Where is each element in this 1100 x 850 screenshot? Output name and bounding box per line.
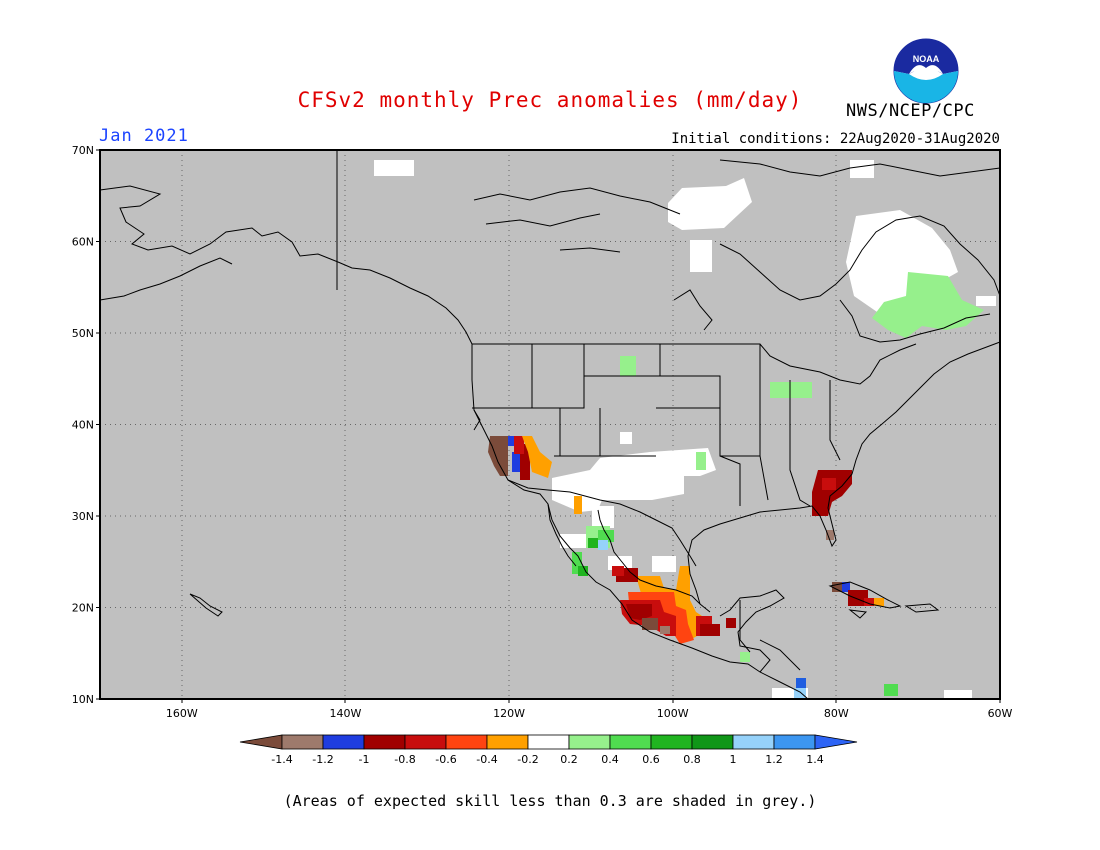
colorbar-label: -0.4 xyxy=(476,753,497,766)
lat-tick-label: 20N xyxy=(72,602,94,615)
colorbar-label: 0.2 xyxy=(560,753,578,766)
wet-region-texas xyxy=(696,452,706,470)
dry-region-california-darkred xyxy=(520,444,530,480)
longitude-labels: 160W 140W 120W 100W 80W 60W xyxy=(166,707,1013,720)
colorbar-bin xyxy=(691,734,734,750)
dry-region-cuba-brown xyxy=(832,582,842,592)
colorbar-label: -0.2 xyxy=(517,753,538,766)
dry-region-cuba-red2 xyxy=(864,598,874,606)
dry-region-mexico-red2 xyxy=(612,566,624,576)
lon-tick-label: 60W xyxy=(988,707,1013,720)
dry-region-cuba-orange xyxy=(872,598,884,606)
lon-tick-label: 160W xyxy=(166,707,198,720)
colorbar: -1.4 -1.2 -1 -0.8 -0.6 -0.4 -0.2 0.2 0.4 0.6 0.8 1 1… xyxy=(239,734,858,766)
wet-region-quebec xyxy=(872,272,984,338)
lat-tick-label: 70N xyxy=(72,144,94,157)
colorbar-label: -0.8 xyxy=(394,753,415,766)
lon-tick-label: 80W xyxy=(824,707,849,720)
wet-region-dakota xyxy=(620,356,636,376)
colorbar-bin xyxy=(814,734,858,750)
wet-region-sonora-mid xyxy=(598,530,614,542)
lat-tick-label: 10N xyxy=(72,693,94,706)
colorbar-bin xyxy=(281,734,324,750)
colorbar-bin xyxy=(404,734,447,750)
wet-region-costa-rica-light xyxy=(794,688,806,698)
wet-region-sonora-blue xyxy=(598,540,608,550)
colorbar-bin xyxy=(363,734,406,750)
colorbar-label: -1.2 xyxy=(312,753,333,766)
colorbar-label: 0.8 xyxy=(683,753,701,766)
colorbar-label: -1 xyxy=(359,753,370,766)
coastlines xyxy=(99,159,1001,700)
page-title: CFSv2 monthly Prec anomalies (mm/day) xyxy=(297,88,803,112)
colorbar-bin xyxy=(732,734,775,750)
latitude-labels: 70N 60N 50N 40N 30N 20N 10N xyxy=(72,144,94,706)
colorbar-label: -0.6 xyxy=(435,753,456,766)
dry-anomaly-regions xyxy=(488,436,884,644)
colorbar-bin xyxy=(773,734,816,750)
wet-region-baja-tip xyxy=(578,566,588,576)
wet-anomaly-regions xyxy=(506,272,984,698)
lat-tick-label: 30N xyxy=(72,510,94,523)
dry-region-mexico-darkred xyxy=(626,604,652,620)
colorbar-label: 1 xyxy=(730,753,737,766)
dry-region-cuba-red xyxy=(848,590,868,606)
colorbar-bin xyxy=(239,734,283,750)
axis-tick-marks xyxy=(96,149,1001,703)
colorbar-bin xyxy=(568,734,611,750)
colorbar-bin xyxy=(609,734,652,750)
dry-region-mexico-brown xyxy=(642,618,658,630)
colorbar-bin xyxy=(650,734,693,750)
political-borders xyxy=(336,150,917,671)
wet-region-cuba xyxy=(840,582,850,592)
wet-region-sonora-dark xyxy=(588,538,598,548)
dry-region-carolinas-red xyxy=(822,478,836,490)
lat-tick-label: 40N xyxy=(72,419,94,432)
dry-region-california-brown xyxy=(488,436,508,476)
wet-region-guatemala xyxy=(740,652,750,662)
lon-tick-label: 100W xyxy=(657,707,689,720)
colorbar-label: 0.6 xyxy=(642,753,660,766)
lat-tick-label: 50N xyxy=(72,327,94,340)
agency-label: NWS/NCEP/CPC xyxy=(846,101,975,121)
dry-region-honduras xyxy=(726,618,736,628)
lon-tick-label: 120W xyxy=(493,707,525,720)
lon-tick-label: 140W xyxy=(330,707,362,720)
colorbar-label: 1.2 xyxy=(765,753,783,766)
colorbar-bin xyxy=(445,734,488,750)
wet-region-panama xyxy=(884,684,898,696)
dry-region-nevada-orange xyxy=(522,436,552,478)
wet-region-great-lakes xyxy=(770,382,812,398)
colorbar-label: -1.4 xyxy=(271,753,292,766)
month-label: Jan 2021 xyxy=(99,126,189,146)
lat-tick-label: 60N xyxy=(72,236,94,249)
logo-text: NOAA xyxy=(913,54,940,64)
wet-region-california-top xyxy=(506,436,514,446)
footnote: (Areas of expected skill less than 0.3 a… xyxy=(283,792,817,810)
dry-region-oaxaca-darkred xyxy=(700,624,720,636)
wet-region-california xyxy=(512,452,522,472)
colorbar-bin xyxy=(486,734,529,750)
wet-region-baja xyxy=(572,552,582,574)
noaa-logo-icon: NOAA xyxy=(893,38,959,104)
dry-region-mexico-lightbrown xyxy=(660,626,670,634)
dry-region-florida-brown xyxy=(826,530,834,540)
colorbar-bin xyxy=(527,734,570,750)
colorbar-bin xyxy=(322,734,365,750)
dry-region-arizona-orange xyxy=(574,496,582,514)
colorbar-label: 0.4 xyxy=(601,753,619,766)
wet-region-costa-rica xyxy=(796,678,806,688)
dry-region-california-red xyxy=(514,436,524,454)
initial-conditions: Initial conditions: 22Aug2020-31Aug2020 xyxy=(671,131,1000,147)
near-zero-regions xyxy=(374,160,996,698)
colorbar-label: 1.4 xyxy=(806,753,824,766)
